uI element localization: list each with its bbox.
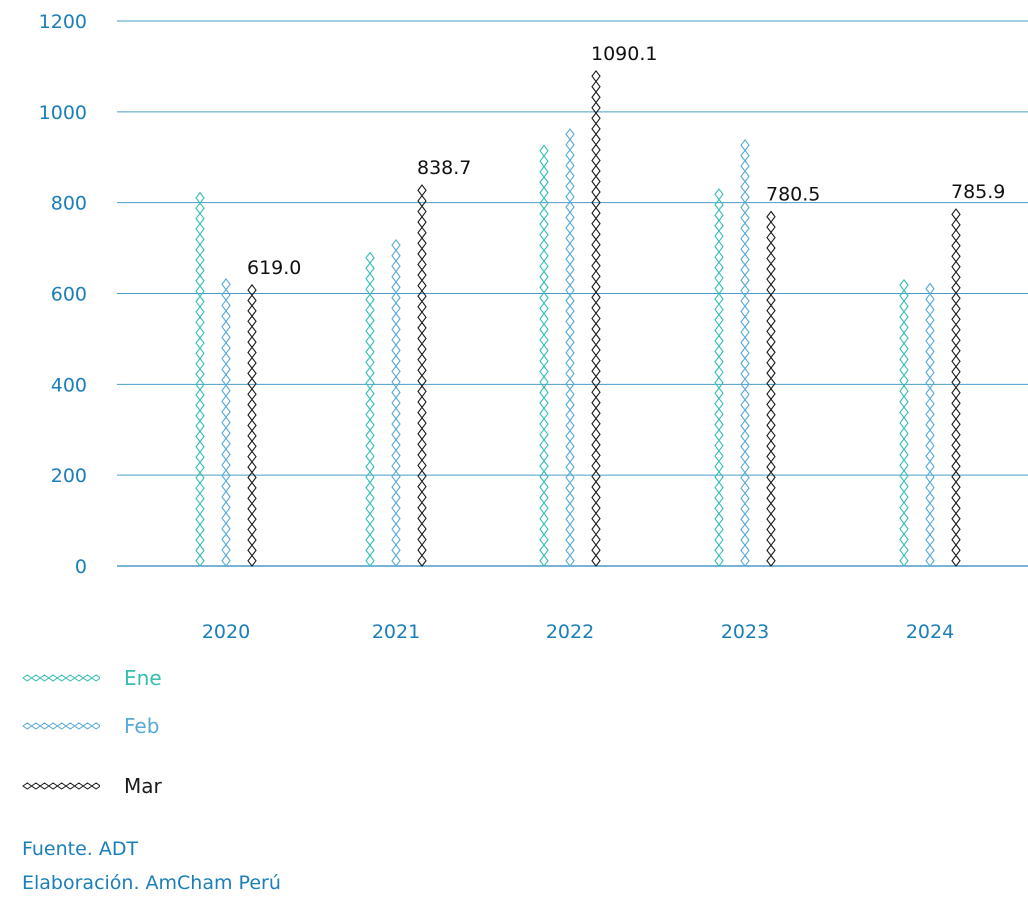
bar-mar-2022 — [591, 70, 601, 567]
bars — [195, 70, 961, 567]
bar-chart: 0 200 400 600 800 1000 1200 619.0 838.7 1090.1 78… — [39, 11, 1028, 643]
diamond-chain-icon — [22, 674, 100, 682]
bar-ene-2020 — [195, 191, 205, 567]
y-tick-label: 400 — [51, 374, 87, 396]
gridlines — [117, 20, 1028, 567]
bar-feb-2023 — [740, 139, 750, 567]
bar-ene-2024 — [899, 278, 909, 567]
x-category-label: 2021 — [372, 621, 420, 643]
data-label: 619.0 — [247, 257, 301, 279]
legend-label: Ene — [124, 666, 162, 690]
legend-item-ene: Ene — [22, 666, 162, 690]
data-label: 785.9 — [951, 181, 1005, 203]
x-category-label: 2022 — [546, 621, 594, 643]
data-label: 1090.1 — [591, 43, 657, 65]
legend-label: Feb — [124, 714, 160, 738]
bar-feb-2021 — [391, 239, 401, 567]
y-tick-label: 600 — [51, 284, 87, 306]
y-tick-label: 800 — [51, 193, 87, 215]
diamond-chain-icon — [22, 782, 100, 790]
y-tick-label: 1000 — [39, 102, 87, 124]
y-tick-label: 1200 — [39, 11, 87, 33]
bar-feb-2024 — [925, 282, 935, 567]
x-category-label: 2024 — [906, 621, 954, 643]
bar-ene-2023 — [714, 188, 724, 567]
bar-feb-2022 — [565, 128, 575, 567]
y-axis-ticks: 0 200 400 600 800 1000 1200 — [39, 11, 87, 578]
x-category-label: 2020 — [202, 621, 250, 643]
data-label: 838.7 — [417, 157, 471, 179]
credit-note: Elaboración. AmCham Perú — [22, 872, 281, 894]
source-note: Fuente. ADT — [22, 838, 139, 860]
y-tick-label: 0 — [75, 556, 87, 578]
bar-mar-2024 — [951, 208, 961, 567]
x-category-label: 2023 — [721, 621, 769, 643]
legend-item-feb: Feb — [22, 714, 159, 738]
data-label: 780.5 — [766, 184, 820, 206]
bar-mar-2020 — [247, 283, 257, 567]
legend-label: Mar — [124, 774, 162, 798]
bar-ene-2021 — [365, 251, 375, 567]
y-tick-label: 200 — [51, 465, 87, 487]
bar-mar-2021 — [417, 184, 427, 567]
bar-feb-2020 — [221, 278, 231, 567]
diamond-chain-icon — [22, 722, 100, 730]
bar-ene-2022 — [539, 144, 549, 567]
legend-item-mar: Mar — [22, 774, 162, 798]
data-labels: 619.0 838.7 1090.1 780.5 785.9 — [247, 43, 1005, 279]
bar-mar-2023 — [766, 210, 776, 567]
x-axis-categories: 2020 2021 2022 2023 2024 — [202, 621, 954, 643]
